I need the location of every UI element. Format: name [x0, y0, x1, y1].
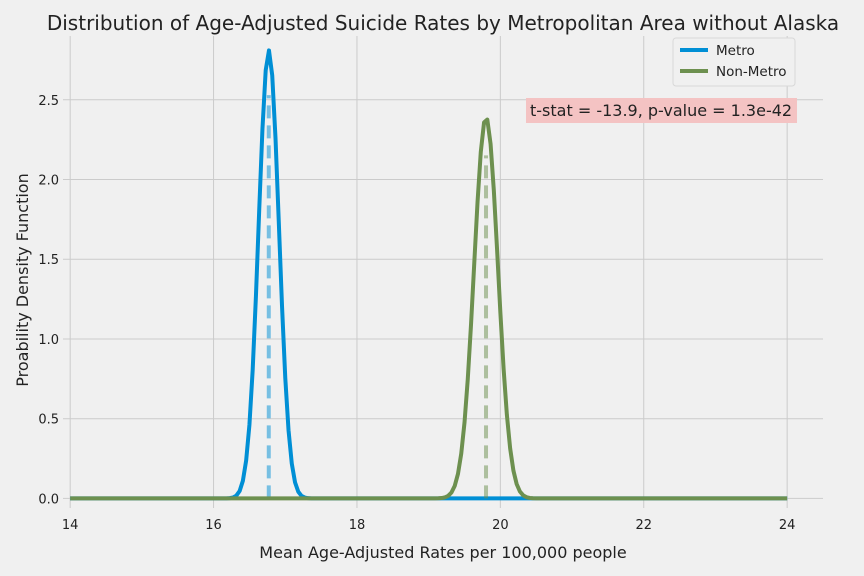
y-tick-label: 0.5 — [38, 413, 59, 428]
x-tick-label: 16 — [205, 518, 222, 533]
x-tick-label: 24 — [779, 518, 796, 533]
chart-title: Distribution of Age-Adjusted Suicide Rat… — [47, 11, 839, 35]
y-tick-label: 2.0 — [38, 174, 59, 189]
grid-lines — [63, 36, 823, 508]
x-tick-label: 14 — [62, 518, 79, 533]
annotation-text: t-stat = -13.9, p-value = 1.3e-42 — [530, 101, 792, 120]
y-tick-label: 2.5 — [38, 94, 59, 109]
x-axis-label: Mean Age-Adjusted Rates per 100,000 peop… — [259, 543, 626, 562]
y-tick-label: 0.0 — [38, 492, 59, 507]
x-tick-label: 22 — [635, 518, 652, 533]
y-tick-label: 1.5 — [38, 253, 59, 268]
series-line-non-metro — [70, 117, 788, 501]
annotation-box: t-stat = -13.9, p-value = 1.3e-42 — [526, 98, 797, 123]
legend: Metro Non-Metro — [672, 37, 796, 87]
legend-label-non-metro: Non-Metro — [716, 64, 787, 80]
legend-label-metro: Metro — [716, 43, 755, 59]
y-tick-label: 1.0 — [38, 333, 59, 348]
annotation-background — [526, 98, 797, 123]
tick-labels: 14 16 18 20 22 24 0.0 0.5 1.0 1.5 2.0 2.5 — [38, 94, 795, 533]
x-tick-label: 18 — [349, 518, 366, 533]
x-tick-label: 20 — [492, 518, 509, 533]
y-axis-label: Proability Density Function — [13, 173, 32, 386]
series-lines — [70, 48, 788, 501]
